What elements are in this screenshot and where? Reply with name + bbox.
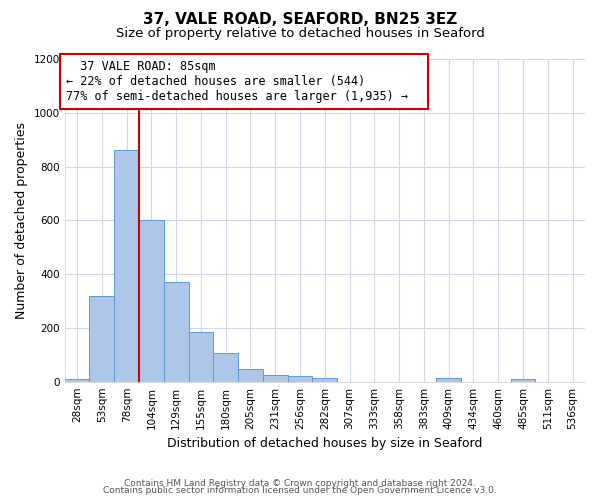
Bar xyxy=(188,332,214,382)
Text: 37 VALE ROAD: 85sqm
← 22% of detached houses are smaller (544)
77% of semi-detac: 37 VALE ROAD: 85sqm ← 22% of detached ho… xyxy=(66,60,422,104)
Bar xyxy=(164,282,188,382)
Text: 37, VALE ROAD, SEAFORD, BN25 3EZ: 37, VALE ROAD, SEAFORD, BN25 3EZ xyxy=(143,12,457,28)
X-axis label: Distribution of detached houses by size in Seaford: Distribution of detached houses by size … xyxy=(167,437,482,450)
Bar xyxy=(436,378,461,382)
Bar xyxy=(139,220,164,382)
Bar xyxy=(238,369,263,382)
Bar xyxy=(263,375,287,382)
Y-axis label: Number of detached properties: Number of detached properties xyxy=(15,122,28,319)
Text: Contains HM Land Registry data © Crown copyright and database right 2024.: Contains HM Land Registry data © Crown c… xyxy=(124,478,476,488)
Bar xyxy=(65,379,89,382)
Bar xyxy=(114,150,139,382)
Text: Size of property relative to detached houses in Seaford: Size of property relative to detached ho… xyxy=(116,28,484,40)
Bar xyxy=(89,296,114,382)
Bar xyxy=(214,354,238,382)
Bar xyxy=(511,379,535,382)
Bar xyxy=(313,378,337,382)
Bar xyxy=(287,376,313,382)
Text: Contains public sector information licensed under the Open Government Licence v3: Contains public sector information licen… xyxy=(103,486,497,495)
